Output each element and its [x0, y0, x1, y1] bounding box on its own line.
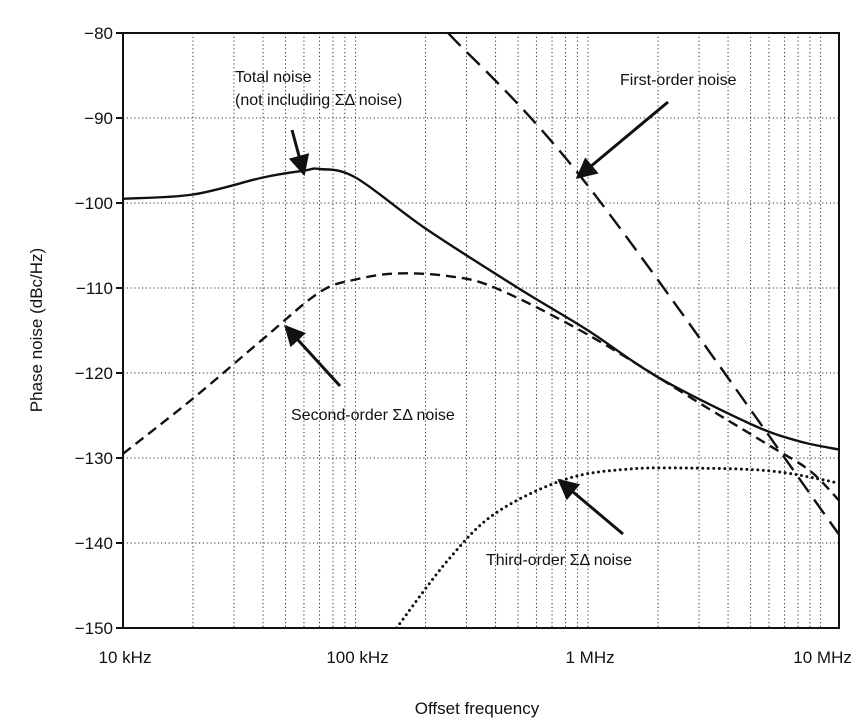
x-tick-label: 10 MHz	[793, 648, 852, 667]
x-tick-label: 10 kHz	[99, 648, 152, 667]
label-layer: −80 −90 −100 −110 −120 −130 −140 −150 10 kHz 100 …	[27, 24, 852, 718]
annotation-first-order-arrow	[575, 100, 669, 179]
annotation-layer: Total noise (not including ΣΔ noise) First…	[235, 69, 737, 569]
x-axis-label: Offset frequency	[415, 699, 540, 718]
y-tick-label: −110	[76, 279, 113, 298]
y-tick-label: −140	[75, 534, 113, 553]
series-first-order-line	[447, 33, 839, 536]
annotation-second-order-arrow	[284, 324, 342, 388]
annotation-total-noise-arrow	[288, 129, 310, 177]
y-tick-label: −80	[84, 24, 113, 43]
y-tick-label: −130	[75, 449, 113, 468]
x-tick-label: 100 kHz	[326, 648, 388, 667]
annotation-total-noise-text: (not including ΣΔ noise)	[235, 92, 402, 109]
series-third-order-line	[395, 466, 839, 628]
y-tick-label: −150	[75, 619, 113, 638]
y-tick-label: −120	[75, 364, 113, 383]
annotation-third-order-text: Third-order ΣΔ noise	[486, 552, 632, 569]
y-tick-label: −100	[75, 194, 113, 213]
annotation-third-order-arrow	[557, 478, 624, 536]
series-layer	[123, 33, 839, 628]
tick-layer	[116, 32, 123, 629]
x-tick-label: 1 MHz	[565, 648, 614, 667]
annotation-first-order-text: First-order noise	[620, 72, 737, 89]
annotation-second-order-text: Second-order ΣΔ noise	[291, 407, 455, 424]
y-axis-label: Phase noise (dBc/Hz)	[27, 248, 46, 412]
y-tick-label: −90	[84, 109, 113, 128]
series-second-order-line	[123, 272, 839, 502]
grid	[123, 33, 839, 628]
plot-frame	[122, 32, 840, 629]
annotation-total-noise-text: Total noise	[235, 69, 312, 86]
series-total-noise-line	[123, 167, 839, 451]
